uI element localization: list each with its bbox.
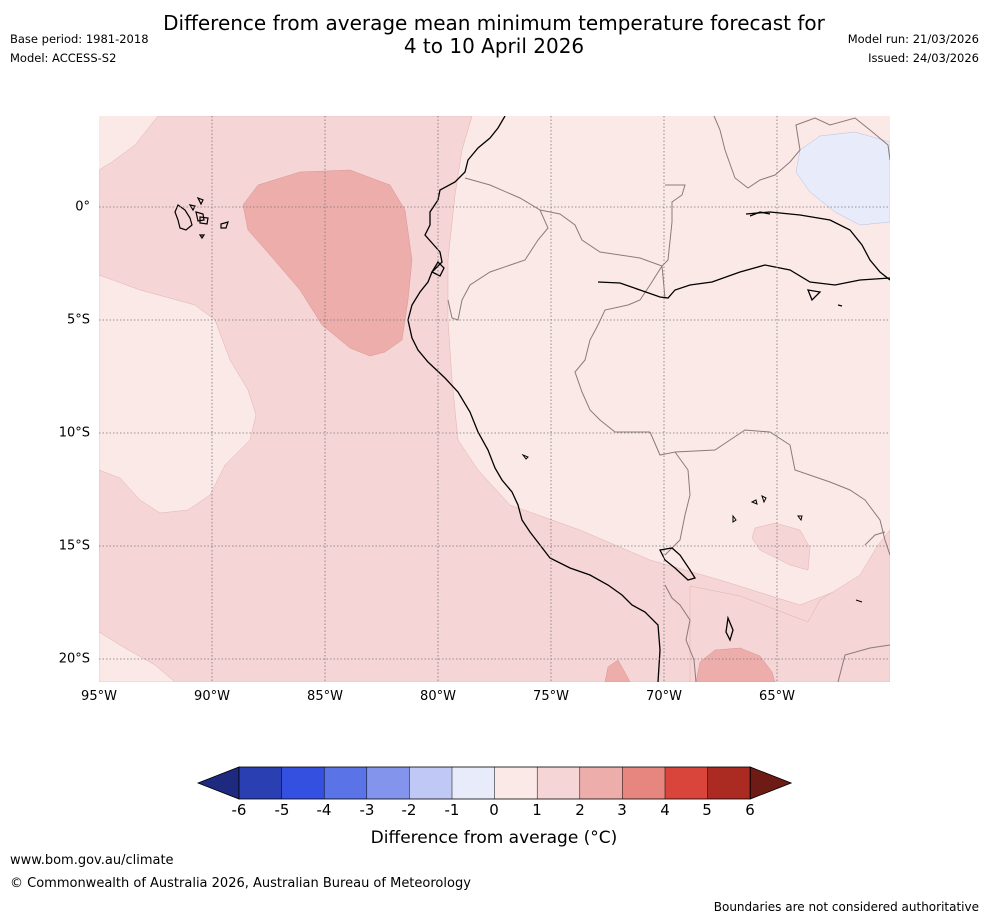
colorbar-tick: -5	[274, 801, 290, 819]
anomaly-band-3-4-south-b	[604, 659, 631, 682]
base-period: Base period: 1981-2018	[10, 32, 149, 46]
galapagos-islands	[174, 196, 229, 240]
colorbar-tick: 5	[702, 801, 712, 819]
lat-label-0: 0°	[75, 199, 90, 215]
model-name: Model: ACCESS-S2	[10, 51, 117, 65]
anomaly-band-3-4-south-a	[695, 647, 776, 682]
colorbar-swatch	[665, 767, 709, 799]
lat-label-20s: 20°S	[58, 651, 90, 667]
model-run: Model run: 21/03/2026	[847, 32, 979, 46]
colorbar-swatch	[409, 767, 453, 799]
colorbar-tick: 0	[489, 801, 499, 819]
footer-url[interactable]: www.bom.gov.au/climate	[10, 853, 174, 868]
colorbar-tick: 2	[575, 801, 585, 819]
footer-disclaimer: Boundaries are not considered authoritat…	[713, 900, 979, 914]
colorbar-swatch	[239, 767, 283, 799]
colorbar-swatch	[494, 767, 538, 799]
lon-label-80w: 80°W	[420, 689, 456, 704]
lon-label-90w: 90°W	[194, 689, 230, 704]
lat-label-15s: 15°S	[58, 538, 90, 554]
title-line-1: Difference from average mean minimum tem…	[163, 11, 825, 35]
anomaly-band-2-3-south	[689, 529, 890, 682]
lon-label-95w: 95°W	[81, 689, 117, 704]
amazon-river	[597, 211, 890, 307]
colorbar-extend-high	[749, 766, 793, 800]
colorbar-swatch	[579, 767, 623, 799]
inland-lakes	[521, 453, 863, 603]
colorbar-extend-low	[196, 766, 240, 800]
anomaly-band-2-3-patch	[751, 522, 811, 571]
colorbar-title: Difference from average (°C)	[370, 828, 618, 848]
colorbar-tick: 4	[660, 801, 670, 819]
colorbar-swatch	[707, 767, 751, 799]
colorbar-swatch	[537, 767, 581, 799]
country-boundaries	[447, 116, 890, 682]
colorbar-swatch	[622, 767, 666, 799]
colorbar-swatch	[366, 767, 410, 799]
colorbar-swatch	[452, 767, 496, 799]
colorbar-tick: 3	[617, 801, 627, 819]
title-line-2: 4 to 10 April 2026	[403, 34, 585, 58]
colorbar-tick: 1	[532, 801, 542, 819]
colorbar-tick: -4	[316, 801, 332, 819]
gridlines	[99, 116, 890, 682]
colorbar-swatch	[281, 767, 325, 799]
anomaly-band-1-2-west	[99, 274, 257, 514]
colorbar-tick: -2	[401, 801, 417, 819]
map-title: Difference from average mean minimum tem…	[0, 12, 988, 58]
colorbar-tick: -3	[359, 801, 375, 819]
colorbar	[196, 766, 793, 800]
colorbar-tick: 6	[745, 801, 755, 819]
colorbar-tick: -6	[231, 801, 247, 819]
lat-label-10s: 10°S	[58, 425, 90, 441]
lon-label-65w: 65°W	[759, 689, 795, 704]
anomaly-band-3-4-blob	[242, 169, 413, 357]
coastline	[407, 116, 734, 682]
colorbar-swatch	[324, 767, 368, 799]
lon-label-70w: 70°W	[646, 689, 682, 704]
anomaly-band-1-2-southwest	[99, 631, 176, 682]
anomaly-band-neg1-0	[795, 131, 890, 226]
footer-copyright: © Commonwealth of Australia 2026, Austra…	[10, 876, 471, 891]
lat-label-5s: 5°S	[66, 312, 90, 328]
issued-date: Issued: 24/03/2026	[868, 51, 979, 65]
lon-label-85w: 85°W	[307, 689, 343, 704]
lon-label-75w: 75°W	[533, 689, 569, 704]
colorbar-tick: -1	[444, 801, 460, 819]
